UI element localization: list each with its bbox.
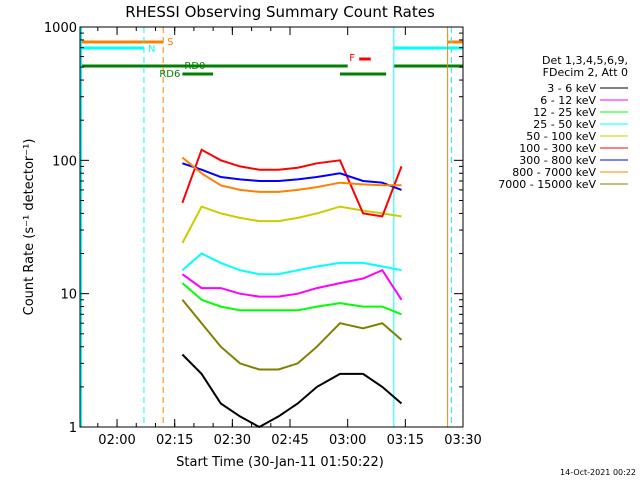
x-tick-label: 02:15 xyxy=(156,433,193,448)
footer-timestamp: 14-Oct-2021 00:22 xyxy=(560,468,636,477)
legend-label: 3 - 6 keV xyxy=(547,82,596,95)
series-line xyxy=(181,299,403,371)
flag-label: S xyxy=(167,37,173,48)
y-tick-label: 1000 xyxy=(44,21,77,36)
flag-label: F xyxy=(349,53,355,64)
x-tick-label: 03:15 xyxy=(387,433,424,448)
legend-header: FDecim 2, Att 0 xyxy=(543,66,628,79)
series-line xyxy=(181,252,402,276)
legend-label: 7000 - 15000 keV xyxy=(498,178,596,191)
x-tick-label: 02:00 xyxy=(98,433,135,448)
legend-label: 6 - 12 keV xyxy=(540,94,596,107)
flag-label: N xyxy=(148,44,155,55)
plot-frame xyxy=(79,26,464,428)
series-line xyxy=(181,205,402,244)
x-axis-label: Start Time (30-Jan-11 01:50:22) xyxy=(176,455,384,470)
x-tick-label: 02:45 xyxy=(271,433,308,448)
y-axis-label: Count Rate (s⁻¹ detector⁻¹) xyxy=(22,139,37,316)
series-line xyxy=(181,282,402,316)
axis-layer: 02:00 02:15 02:30 02:45 03:00 03:15 03:30 1 10 10… xyxy=(44,21,482,448)
series-line xyxy=(181,156,402,193)
legend-header: Det 1,3,4,5,6,9, xyxy=(542,54,628,67)
series-line xyxy=(181,148,403,218)
series-line xyxy=(181,268,403,301)
y-tick-label: 10 xyxy=(60,288,77,303)
x-tick-label: 03:30 xyxy=(444,433,481,448)
series-line xyxy=(182,162,402,191)
legend-label: 300 - 800 keV xyxy=(519,154,596,167)
flags-layer: S N RD0 RD6 F xyxy=(80,27,463,427)
legend-label: 800 - 7000 keV xyxy=(512,166,596,179)
chart-title: RHESSI Observing Summary Count Rates xyxy=(125,3,435,21)
flag-label: RD6 xyxy=(159,69,180,80)
y-tick-label: 1 xyxy=(69,421,77,436)
x-tick-label: 02:30 xyxy=(214,433,251,448)
legend-label: 25 - 50 keV xyxy=(533,118,596,131)
x-tick-label: 03:00 xyxy=(329,433,366,448)
series-line xyxy=(181,353,403,429)
legend-label: 12 - 25 keV xyxy=(533,106,596,119)
legend: Det 1,3,4,5,6,9,FDecim 2, Att 0 3 - 6 keV… xyxy=(498,54,628,191)
series-layer xyxy=(181,148,403,429)
y-tick-label: 100 xyxy=(52,154,77,169)
legend-label: 50 - 100 keV xyxy=(526,130,596,143)
flag-label: RD0 xyxy=(184,61,205,72)
legend-label: 100 - 300 keV xyxy=(519,142,596,155)
